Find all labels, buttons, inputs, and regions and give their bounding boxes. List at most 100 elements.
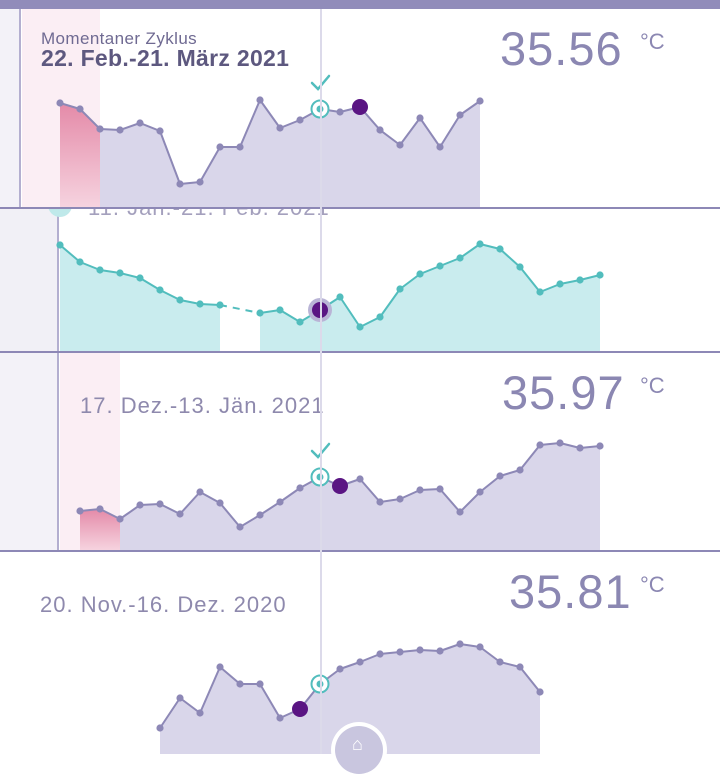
- cycle-chart-nov-dec: [156, 640, 544, 754]
- chart-line-segment: [259, 501, 281, 516]
- chart-line-segment: [459, 491, 481, 513]
- home-button[interactable]: ⌂: [331, 722, 387, 778]
- chart-line-segment: [219, 502, 241, 528]
- chart-line-segment: [359, 316, 381, 328]
- chart-point: [556, 439, 564, 447]
- chart-point: [436, 143, 444, 151]
- chart-point: [256, 511, 264, 519]
- chart-line-segment: [399, 117, 421, 146]
- chart-point: [496, 245, 504, 253]
- chart-point: [456, 640, 464, 648]
- chart-line-segment: [119, 504, 141, 520]
- chart-point: [336, 665, 344, 673]
- period-fill: [60, 103, 100, 207]
- chart-point: [536, 288, 544, 296]
- cycle-card-dec-jan[interactable]: 17. Dez.-13. Jän. 2021 35.97 °C: [0, 353, 720, 550]
- chart-line-segment: [139, 277, 161, 291]
- chart-line-segment: [159, 130, 181, 185]
- chart-point: [196, 300, 204, 308]
- chart-point: [276, 498, 284, 506]
- chart-point: [156, 286, 164, 294]
- chart-point: [576, 444, 584, 452]
- chart-point: [456, 508, 464, 516]
- chart-point: [436, 485, 444, 493]
- chart-area-fill: [80, 443, 600, 550]
- cycle-date-range: 11. Jän.-21. Feb. 2021: [88, 209, 330, 221]
- chart-point: [136, 274, 144, 282]
- chart-point: [116, 126, 124, 134]
- cycle-chart-jan-feb: [0, 209, 604, 351]
- chart-line-segment: [439, 488, 461, 513]
- chart-point: [516, 663, 524, 671]
- cycle-chart-current: [0, 9, 484, 207]
- chart-line-segment: [479, 475, 501, 493]
- chart-line-segment: [79, 108, 101, 130]
- chart-area-fill: [60, 245, 220, 351]
- chart-point: [116, 269, 124, 277]
- chart-point: [376, 650, 384, 658]
- home-icon: ⌂: [335, 726, 383, 774]
- chart-point: [176, 694, 184, 702]
- chart-line-segment: [519, 444, 541, 471]
- chart-line-segment: [199, 666, 221, 714]
- chart-area-fill: [260, 244, 600, 351]
- chart-point: [336, 293, 344, 301]
- cycle-date-range: 20. Nov.-16. Dez. 2020: [40, 592, 287, 617]
- chart-point: [436, 647, 444, 655]
- cycle-temperature: 35.56: [500, 22, 623, 75]
- chart-line-segment: [279, 309, 301, 323]
- cycle-temperature: 35.97: [502, 366, 625, 419]
- chart-point: [96, 266, 104, 274]
- chart-point: [296, 484, 304, 492]
- chart-area-fill: [160, 644, 540, 754]
- chart-point: [256, 680, 264, 688]
- chart-line-segment: [379, 288, 401, 318]
- chart-point: [576, 276, 584, 284]
- chart-point: [396, 141, 404, 149]
- chart-point: [536, 441, 544, 449]
- chart-point: [356, 323, 364, 331]
- chart-point: [236, 143, 244, 151]
- chart-point: [516, 466, 524, 474]
- chart-point: [376, 498, 384, 506]
- cycle-date-range: 17. Dez.-13. Jän. 2021: [80, 393, 325, 418]
- chart-point: [176, 180, 184, 188]
- chart-point: [96, 125, 104, 133]
- chart-point: [256, 309, 264, 317]
- card-divider: [0, 207, 720, 209]
- cycle-date-range: 22. Feb.-21. März 2021: [41, 45, 290, 71]
- chart-point: [76, 258, 84, 266]
- chart-point: [236, 680, 244, 688]
- chart-point: [236, 523, 244, 531]
- chart-point: [176, 510, 184, 518]
- chart-line-segment: [179, 491, 201, 515]
- chart-line-segment: [519, 266, 541, 293]
- chart-line-segment: [339, 296, 361, 328]
- card-divider: [0, 351, 720, 353]
- chart-line-segment: [279, 487, 301, 503]
- chart-point: [596, 442, 604, 450]
- scroll-shade: [0, 353, 58, 550]
- chart-point: [156, 127, 164, 135]
- chart-point: [416, 114, 424, 122]
- temperature-unit: °C: [640, 29, 665, 54]
- cycle-card-nov-dec[interactable]: 20. Nov.-16. Dez. 2020 35.81 °C: [0, 552, 720, 754]
- today-indicator-line: [320, 9, 322, 754]
- top-accent-bar: [0, 0, 720, 9]
- chart-point: [376, 313, 384, 321]
- chart-line-segment: [259, 99, 281, 129]
- chart-point: [476, 643, 484, 651]
- chart-point: [596, 271, 604, 279]
- chart-point: [396, 648, 404, 656]
- chart-line-segment: [359, 478, 381, 503]
- chart-line-segment: [259, 683, 281, 719]
- cycle-card-current[interactable]: Momentaner Zyklus 22. Feb.-21. März 2021…: [0, 9, 720, 207]
- chart-line-segment: [519, 666, 541, 693]
- chart-point: [476, 488, 484, 496]
- cycle-indicator-dot: [48, 209, 72, 217]
- cycle-card-jan-feb[interactable]: 11. Jän.-21. Feb. 2021: [0, 209, 720, 351]
- scroll-shade: [0, 209, 58, 351]
- chart-point: [476, 240, 484, 248]
- chart-line-segment: [199, 146, 221, 183]
- chart-line-segment: [99, 508, 121, 520]
